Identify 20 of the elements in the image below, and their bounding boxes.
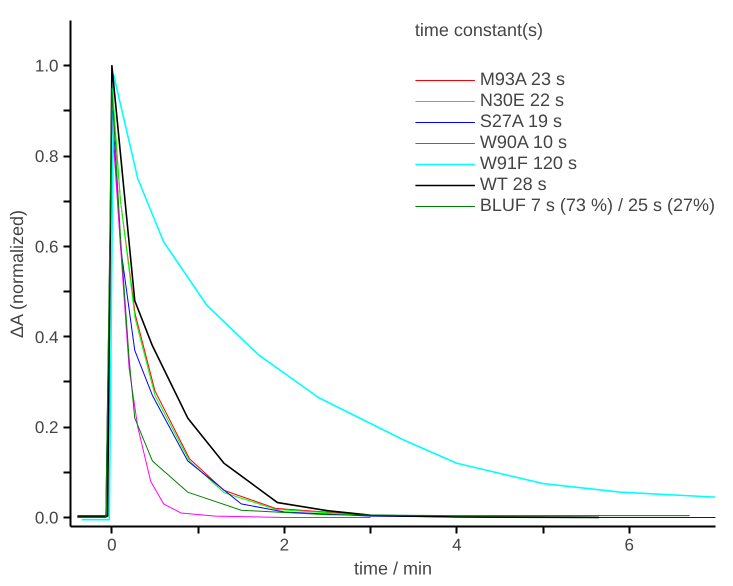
x-tick-label: 2 (280, 536, 290, 554)
x-tick-label: 0 (107, 536, 117, 554)
legend-label: BLUF 7 s (73 %) / 25 s (27%) (480, 195, 715, 216)
legend-label: S27A 19 s (480, 111, 562, 132)
legend-label: M93A 23 s (480, 69, 565, 90)
legend-label: W90A 10 s (480, 132, 567, 153)
x-tick-label: 6 (624, 536, 634, 554)
y-axis-title: ΔA (normalized) (6, 210, 27, 338)
y-tick-label: 0.0 (34, 508, 59, 528)
legend-label: W91F 120 s (480, 153, 577, 174)
x-tick-label: 4 (452, 536, 462, 554)
y-tick-label: 0.4 (34, 328, 59, 347)
x-axis-title: time / min (354, 558, 432, 578)
legend-label: N30E 22 s (480, 90, 564, 111)
y-tick-label: 1.0 (34, 56, 59, 76)
legend-title: time constant(s) (414, 20, 544, 41)
y-tick-label: 0.2 (34, 418, 59, 438)
y-tick-label: 0.8 (34, 147, 59, 166)
legend-label: WT 28 s (480, 174, 547, 195)
y-tick-label: 0.6 (34, 237, 59, 256)
